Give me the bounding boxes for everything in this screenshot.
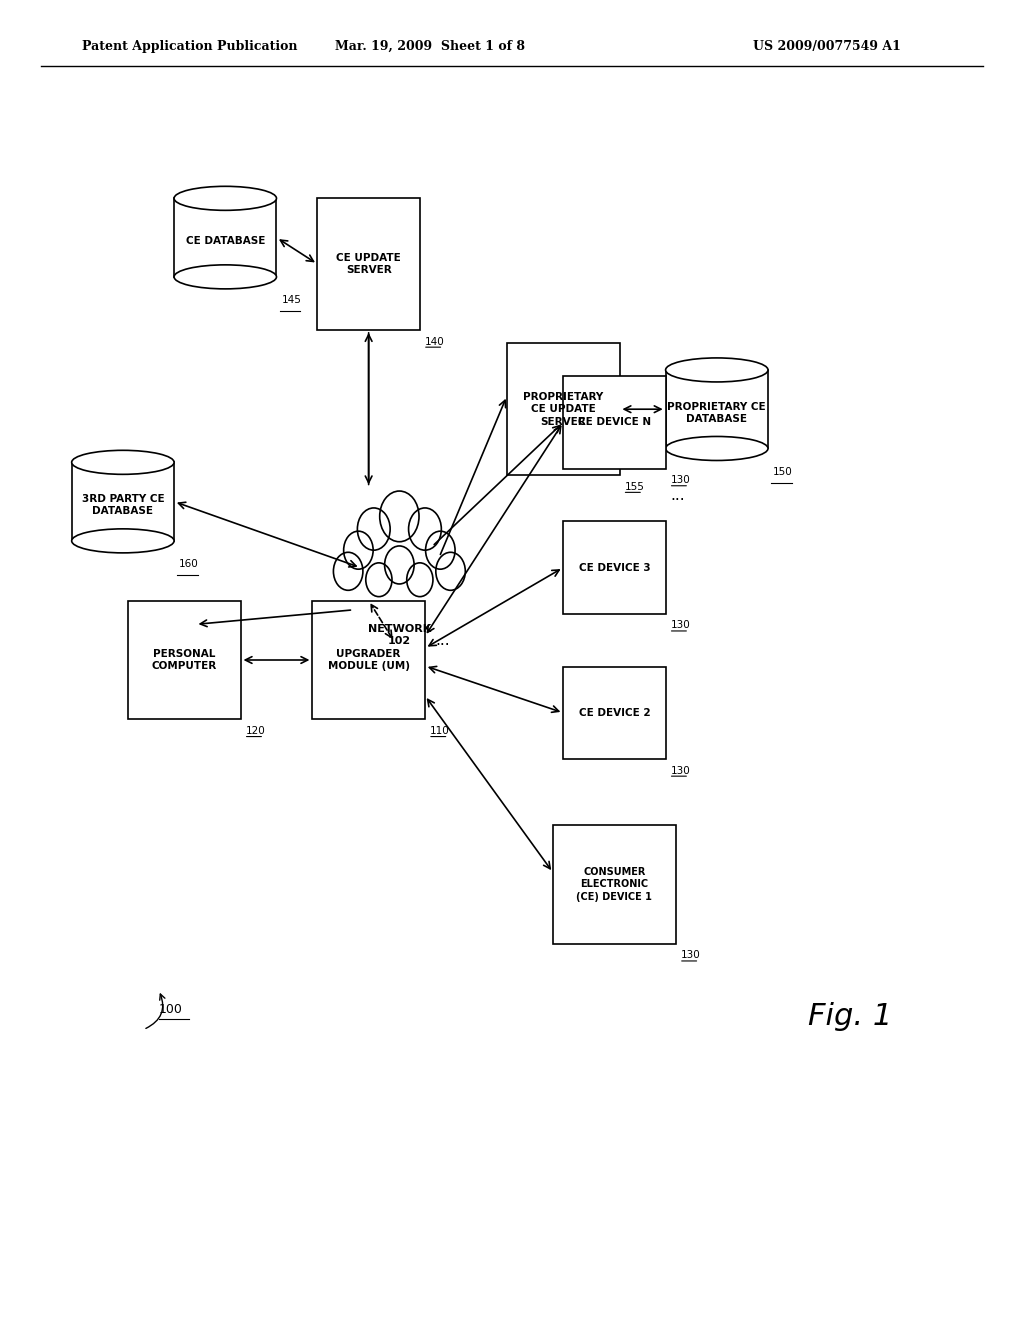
Ellipse shape xyxy=(666,437,768,461)
Text: CE DEVICE N: CE DEVICE N xyxy=(578,417,651,428)
Text: CE DEVICE 3: CE DEVICE 3 xyxy=(579,562,650,573)
Text: PERSONAL
COMPUTER: PERSONAL COMPUTER xyxy=(152,649,217,671)
Text: 100: 100 xyxy=(159,1003,182,1016)
FancyBboxPatch shape xyxy=(317,198,420,330)
Text: CE UPDATE
SERVER: CE UPDATE SERVER xyxy=(336,253,401,275)
Circle shape xyxy=(409,508,441,550)
FancyBboxPatch shape xyxy=(563,667,666,759)
Text: 145: 145 xyxy=(282,296,301,305)
FancyBboxPatch shape xyxy=(507,343,620,475)
Circle shape xyxy=(436,552,465,590)
Text: CE DEVICE 2: CE DEVICE 2 xyxy=(579,708,650,718)
Text: 130: 130 xyxy=(671,620,690,631)
Text: 130: 130 xyxy=(671,475,690,486)
Text: 130: 130 xyxy=(671,766,690,776)
Ellipse shape xyxy=(174,265,276,289)
Text: Fig. 1: Fig. 1 xyxy=(808,1002,892,1031)
Text: 155: 155 xyxy=(625,482,644,492)
Text: 140: 140 xyxy=(425,337,444,347)
Text: US 2009/0077549 A1: US 2009/0077549 A1 xyxy=(754,40,901,53)
FancyBboxPatch shape xyxy=(563,376,666,469)
Bar xyxy=(174,198,276,277)
Text: 160: 160 xyxy=(179,560,199,569)
Circle shape xyxy=(357,508,390,550)
Text: ...: ... xyxy=(671,487,685,503)
Text: UPGRADER
MODULE (UM): UPGRADER MODULE (UM) xyxy=(328,649,410,671)
Circle shape xyxy=(385,546,414,583)
Text: ...: ... xyxy=(435,632,450,648)
FancyBboxPatch shape xyxy=(128,601,241,719)
Ellipse shape xyxy=(666,358,768,381)
FancyArrowPatch shape xyxy=(145,994,165,1028)
Text: Mar. 19, 2009  Sheet 1 of 8: Mar. 19, 2009 Sheet 1 of 8 xyxy=(335,40,525,53)
Circle shape xyxy=(407,562,433,597)
Bar xyxy=(72,462,174,541)
Circle shape xyxy=(380,491,419,541)
Text: CONSUMER
ELECTRONIC
(CE) DEVICE 1: CONSUMER ELECTRONIC (CE) DEVICE 1 xyxy=(577,867,652,902)
FancyBboxPatch shape xyxy=(563,521,666,614)
Text: NETWORK
102: NETWORK 102 xyxy=(368,624,431,645)
Circle shape xyxy=(334,552,362,590)
Text: 110: 110 xyxy=(430,726,450,737)
Circle shape xyxy=(344,531,373,569)
Text: CE DATABASE: CE DATABASE xyxy=(185,236,265,247)
Text: PROPRIETARY
CE UPDATE
SERVER: PROPRIETARY CE UPDATE SERVER xyxy=(523,392,603,426)
Text: 120: 120 xyxy=(246,726,265,737)
Ellipse shape xyxy=(174,186,276,210)
FancyBboxPatch shape xyxy=(553,825,676,944)
Ellipse shape xyxy=(72,529,174,553)
Circle shape xyxy=(366,562,392,597)
Ellipse shape xyxy=(72,450,174,474)
Circle shape xyxy=(426,531,455,569)
Text: 3RD PARTY CE
DATABASE: 3RD PARTY CE DATABASE xyxy=(82,494,164,516)
FancyBboxPatch shape xyxy=(312,601,425,719)
Text: 130: 130 xyxy=(681,950,700,961)
Text: Patent Application Publication: Patent Application Publication xyxy=(82,40,297,53)
Bar xyxy=(666,370,768,449)
Text: 150: 150 xyxy=(773,467,793,477)
Text: PROPRIETARY CE
DATABASE: PROPRIETARY CE DATABASE xyxy=(668,401,766,424)
